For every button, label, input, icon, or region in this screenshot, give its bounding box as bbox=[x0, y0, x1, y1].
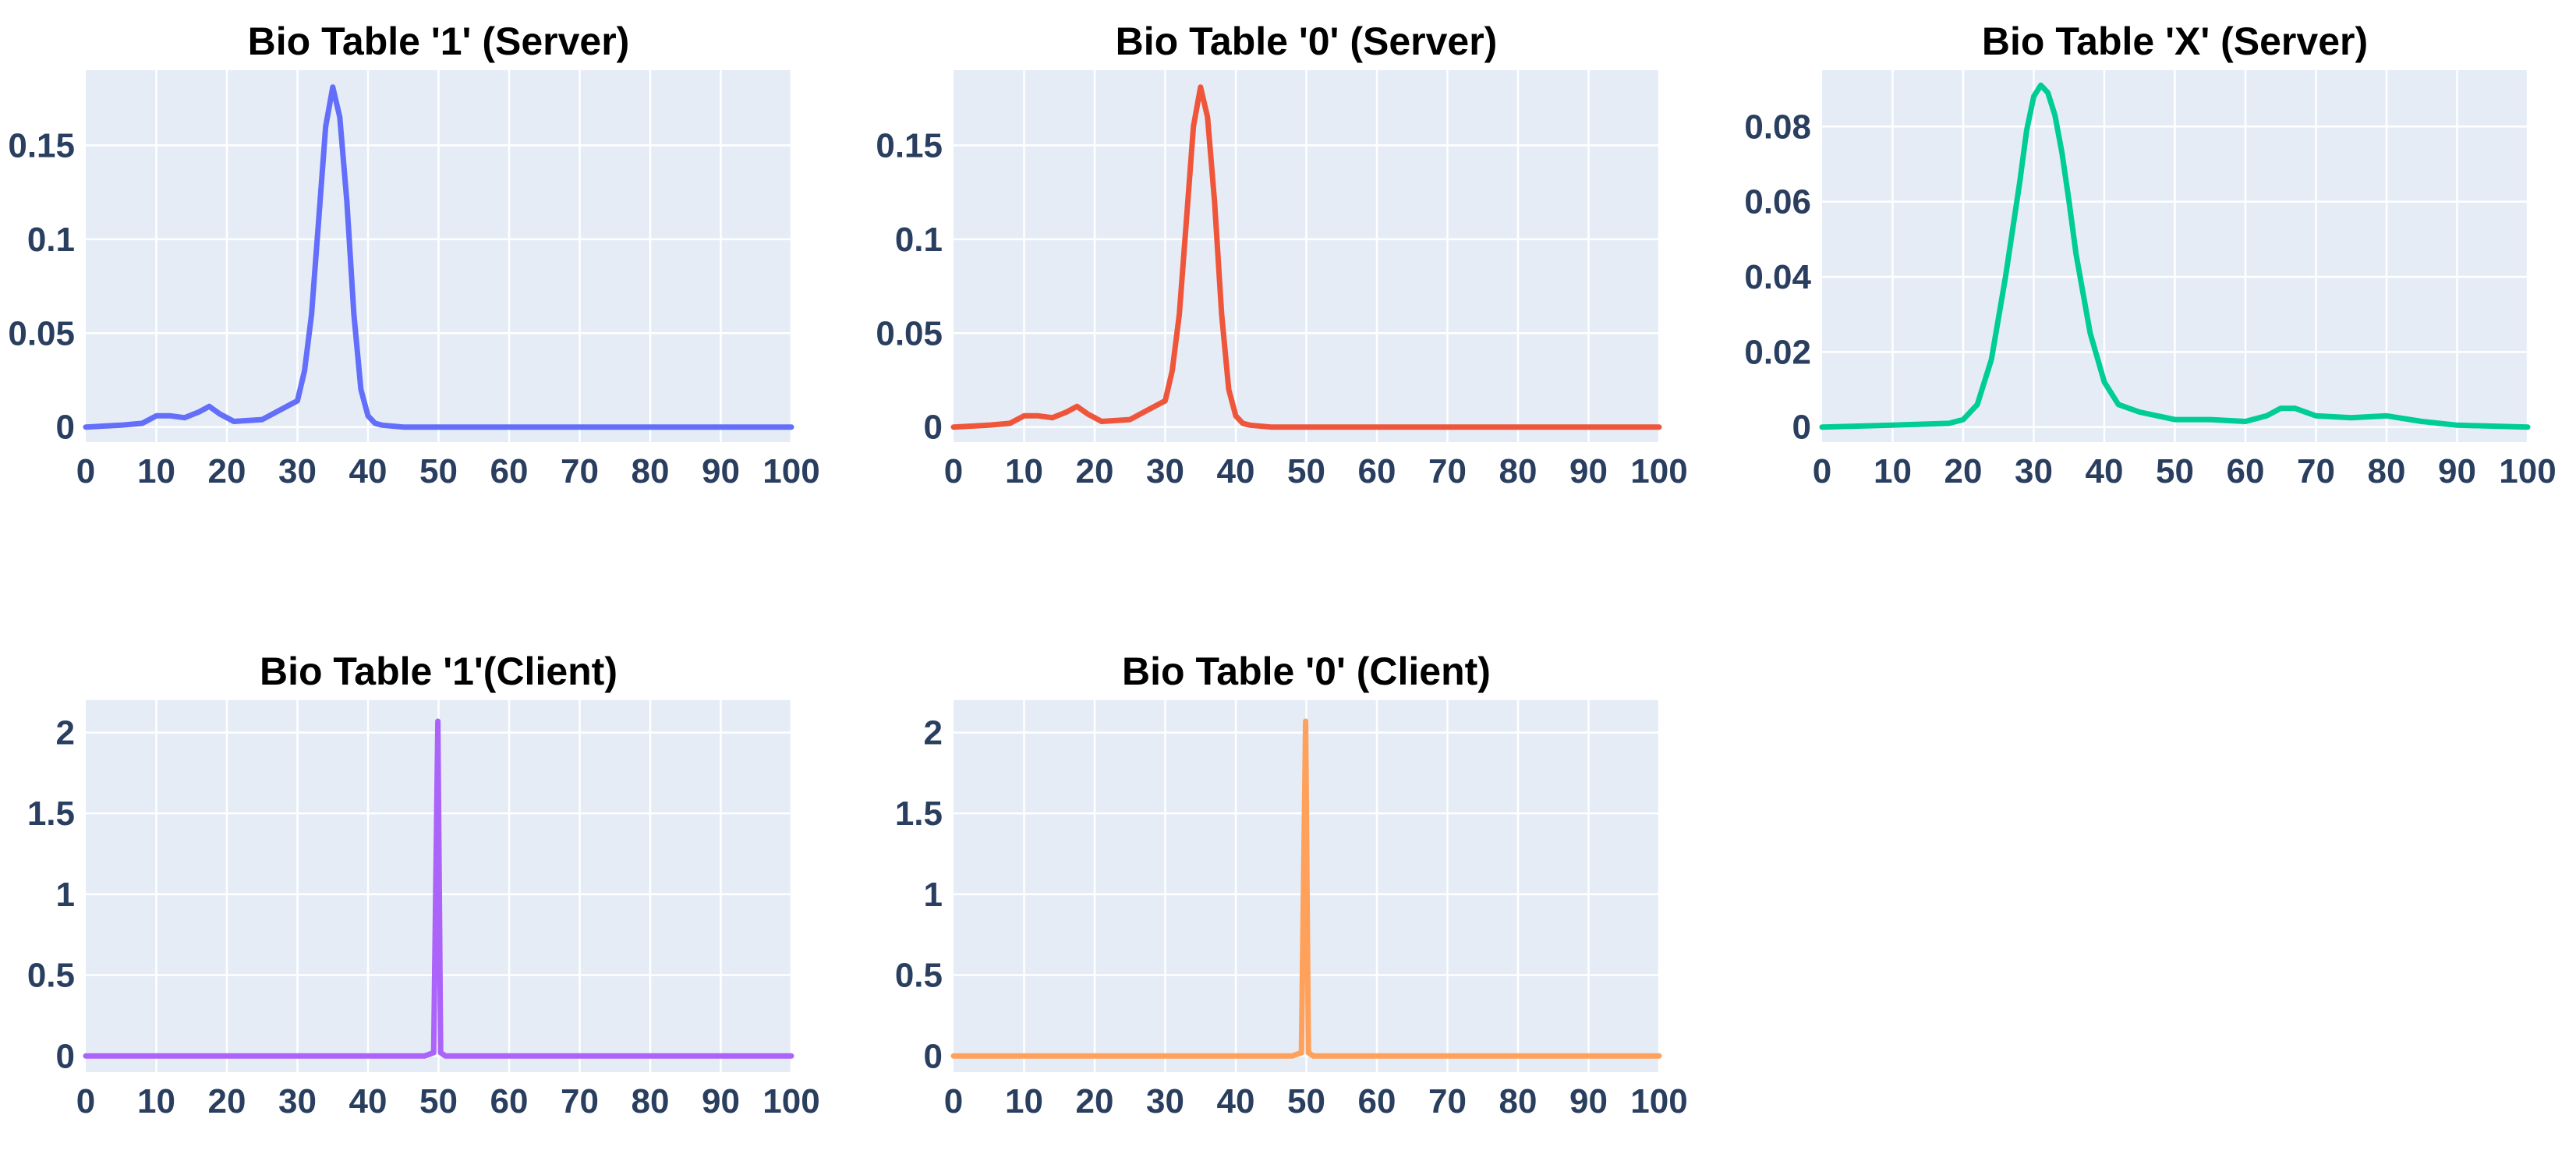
y-tick-label: 0.5 bbox=[27, 957, 75, 995]
x-tick-label: 70 bbox=[1428, 1082, 1467, 1120]
panel-title: Bio Table '1'(Client) bbox=[260, 650, 617, 693]
x-tick-label: 30 bbox=[1146, 1082, 1184, 1120]
y-tick-label: 0.1 bbox=[895, 221, 943, 259]
y-tick-label: 1.5 bbox=[27, 795, 75, 833]
y-tick-label: 0.05 bbox=[8, 314, 75, 352]
y-tick-label: 0.15 bbox=[876, 126, 943, 165]
y-tick-label: 2 bbox=[924, 713, 943, 752]
x-tick-label: 60 bbox=[490, 452, 529, 490]
x-tick-label: 30 bbox=[278, 452, 317, 490]
x-tick-label: 90 bbox=[1569, 452, 1608, 490]
x-tick-label: 100 bbox=[2499, 452, 2556, 490]
panel-bio-table-1-server: 0 10 20 30 40 50 60 70 80 90 100 0 0.05 0.1 0.15 Bio Ta… bbox=[8, 19, 819, 490]
x-tick-label: 0 bbox=[944, 452, 963, 490]
x-tick-label: 20 bbox=[1076, 1082, 1114, 1120]
x-tick-label: 70 bbox=[561, 1082, 599, 1120]
x-tick-label: 50 bbox=[419, 452, 458, 490]
y-tick-label: 0 bbox=[924, 1037, 943, 1075]
y-tick-label: 0 bbox=[924, 409, 943, 447]
x-tick-label: 10 bbox=[1874, 452, 1912, 490]
x-tick-label: 70 bbox=[2297, 452, 2335, 490]
y-tick-label: 0.06 bbox=[1744, 183, 1811, 221]
y-tick-label: 0.08 bbox=[1744, 108, 1811, 146]
x-tick-label: 80 bbox=[1499, 452, 1537, 490]
x-tick-label: 90 bbox=[1569, 1082, 1608, 1120]
x-tick-label: 80 bbox=[1499, 1082, 1537, 1120]
x-tick-label: 50 bbox=[1287, 1082, 1325, 1120]
panel-title: Bio Table '0' (Server) bbox=[1116, 19, 1498, 63]
y-tick-label: 0 bbox=[56, 409, 75, 447]
series-line bbox=[950, 718, 1662, 1059]
x-tick-label: 60 bbox=[490, 1082, 529, 1120]
series-line bbox=[83, 84, 794, 430]
x-tick-label: 100 bbox=[1630, 1082, 1687, 1120]
x-tick-label: 0 bbox=[1813, 452, 1831, 490]
x-tick-label: 10 bbox=[1005, 1082, 1043, 1120]
x-tick-label: 60 bbox=[1358, 1082, 1396, 1120]
series-line bbox=[950, 84, 1662, 430]
x-tick-label: 70 bbox=[1428, 452, 1467, 490]
x-tick-label: 60 bbox=[2227, 452, 2265, 490]
x-tick-label: 20 bbox=[1076, 452, 1114, 490]
x-tick-label: 50 bbox=[1287, 452, 1325, 490]
x-tick-label: 10 bbox=[1005, 452, 1043, 490]
x-tick-label: 80 bbox=[2368, 452, 2406, 490]
x-tick-label: 40 bbox=[349, 1082, 387, 1120]
x-tick-label: 40 bbox=[1217, 452, 1255, 490]
x-tick-label: 30 bbox=[1146, 452, 1184, 490]
x-tick-label: 90 bbox=[2438, 452, 2476, 490]
panel-bio-table-1-client: 0 10 20 30 40 50 60 70 80 90 100 0 0.5 1 1.5 2 Bio Table… bbox=[27, 650, 820, 1120]
x-tick-label: 0 bbox=[76, 1082, 95, 1120]
x-tick-label: 90 bbox=[702, 452, 740, 490]
x-tick-label: 70 bbox=[561, 452, 599, 490]
x-tick-label: 80 bbox=[632, 452, 670, 490]
x-tick-label: 0 bbox=[76, 452, 95, 490]
x-tick-label: 60 bbox=[1358, 452, 1396, 490]
y-tick-label: 0.05 bbox=[876, 314, 943, 352]
panel-title: Bio Table '0' (Client) bbox=[1122, 650, 1491, 693]
x-tick-label: 40 bbox=[2086, 452, 2124, 490]
y-tick-label: 1 bbox=[924, 876, 943, 914]
x-tick-label: 30 bbox=[278, 1082, 317, 1120]
x-tick-label: 50 bbox=[419, 1082, 458, 1120]
x-tick-label: 30 bbox=[2015, 452, 2053, 490]
x-tick-label: 10 bbox=[137, 452, 175, 490]
x-tick-label: 50 bbox=[2156, 452, 2194, 490]
x-tick-label: 0 bbox=[944, 1082, 963, 1120]
x-tick-label: 20 bbox=[208, 1082, 246, 1120]
panel-title: Bio Table '1' (Server) bbox=[248, 19, 630, 63]
panel-bio-table-0-server: 0 10 20 30 40 50 60 70 80 90 100 0 0.05 0.1 0.15 Bio Ta… bbox=[876, 19, 1687, 490]
x-tick-label: 40 bbox=[349, 452, 387, 490]
y-tick-label: 1 bbox=[56, 876, 75, 914]
x-tick-label: 100 bbox=[763, 452, 819, 490]
y-tick-label: 0.15 bbox=[8, 126, 75, 165]
y-tick-label: 0 bbox=[56, 1037, 75, 1075]
series-line bbox=[1819, 82, 2531, 430]
series-line bbox=[83, 718, 794, 1059]
y-tick-label: 0.02 bbox=[1744, 333, 1811, 371]
y-tick-label: 0.04 bbox=[1744, 258, 1811, 296]
x-tick-label: 90 bbox=[702, 1082, 740, 1120]
y-tick-label: 1.5 bbox=[895, 795, 943, 833]
x-tick-label: 10 bbox=[137, 1082, 175, 1120]
y-tick-label: 0.1 bbox=[27, 221, 75, 259]
x-tick-label: 80 bbox=[632, 1082, 670, 1120]
y-tick-label: 2 bbox=[56, 713, 75, 752]
panel-bio-table-x-server: 0 10 20 30 40 50 60 70 80 90 100 0 0.02 0.04 0.06 0.08 B… bbox=[1744, 19, 2556, 490]
x-tick-label: 20 bbox=[1944, 452, 1983, 490]
x-tick-label: 100 bbox=[1630, 452, 1687, 490]
x-tick-label: 40 bbox=[1217, 1082, 1255, 1120]
panel-title: Bio Table 'X' (Server) bbox=[1982, 19, 2368, 63]
x-tick-label: 100 bbox=[763, 1082, 819, 1120]
y-tick-label: 0.5 bbox=[895, 957, 943, 995]
y-tick-label: 0 bbox=[1792, 409, 1811, 447]
x-tick-label: 20 bbox=[208, 452, 246, 490]
panel-bio-table-0-client: 0 10 20 30 40 50 60 70 80 90 100 0 0.5 1 1.5 2 Bio Table… bbox=[895, 650, 1688, 1120]
